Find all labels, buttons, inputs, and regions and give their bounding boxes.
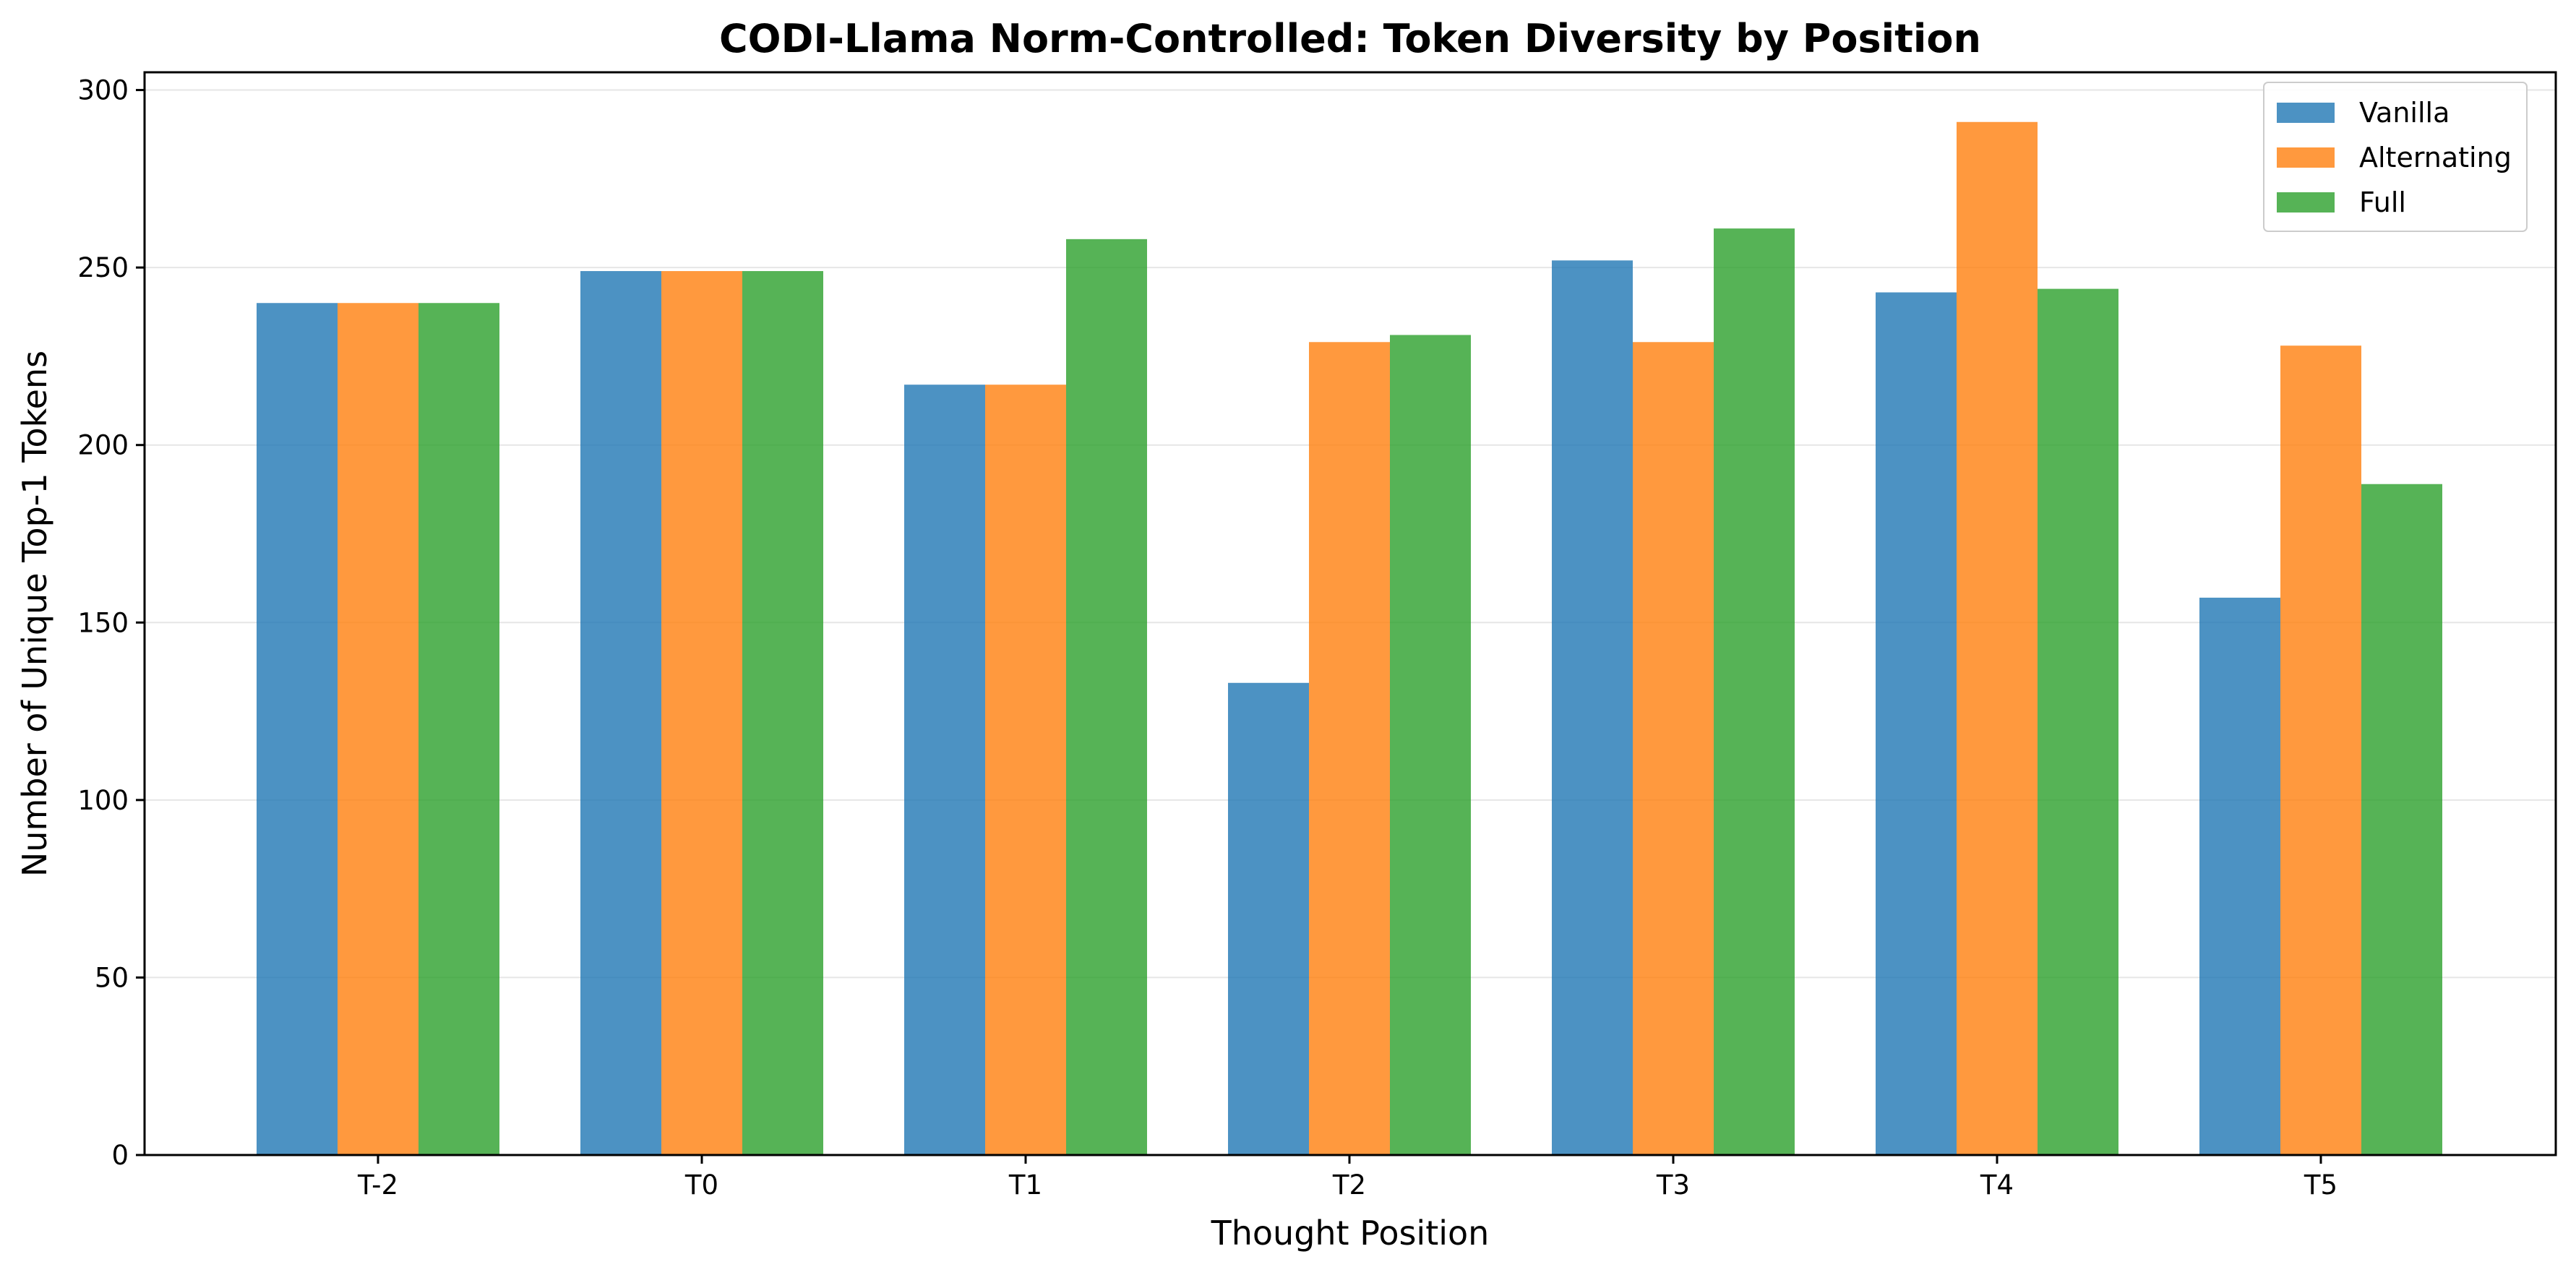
bar-alternating-t3: [1633, 342, 1714, 1156]
x-axis-label: Thought Position: [1211, 1214, 1490, 1253]
y-axis-label: Number of Unique Top-1 Tokens: [15, 351, 54, 877]
bar-alternating-t5: [2280, 345, 2361, 1155]
bar-full-t1: [1066, 239, 1147, 1155]
x-tick-label: T3: [1656, 1169, 1690, 1201]
legend-swatch-full: [2277, 192, 2335, 212]
x-tick-label: T2: [1332, 1169, 1366, 1201]
bar-full-t4: [2038, 288, 2118, 1156]
bar-full-t3: [1714, 228, 1795, 1155]
bar-full-t5: [2361, 484, 2442, 1155]
x-tick-label: T0: [684, 1169, 718, 1201]
bar-vanilla-t3: [1552, 260, 1633, 1155]
y-tick-label: 250: [77, 252, 129, 283]
bar-full-t-2: [418, 303, 499, 1156]
bar-alternating-t0: [661, 271, 742, 1156]
y-tick-label: 100: [77, 785, 129, 816]
y-axis-ticks: 0 50 100 150 200 250 300: [77, 75, 145, 1171]
x-tick-label: T5: [2304, 1169, 2337, 1201]
bar-vanilla-t1: [904, 385, 985, 1155]
x-axis-ticks: T-2 T0 T1 T2 T3 T4 T5: [357, 1155, 2337, 1201]
y-tick-label: 200: [77, 430, 129, 461]
x-tick-label: T1: [1008, 1169, 1042, 1201]
y-tick-label: 0: [111, 1140, 129, 1171]
legend: Vanilla Alternating Full: [2263, 82, 2528, 232]
bar-alternating-t-2: [338, 303, 418, 1156]
legend-label-full: Full: [2359, 186, 2406, 218]
legend-swatch-vanilla: [2277, 103, 2335, 123]
bars: [257, 121, 2442, 1156]
x-tick-label: T-2: [357, 1169, 398, 1201]
bar-alternating-t2: [1309, 342, 1390, 1156]
legend-swatch-alternating: [2277, 147, 2335, 168]
x-tick-label: T4: [1980, 1169, 2014, 1201]
y-tick-label: 150: [77, 607, 129, 638]
bar-vanilla-t-2: [257, 303, 338, 1156]
bar-vanilla-t0: [580, 271, 661, 1156]
bar-full-t0: [742, 271, 823, 1156]
legend-label-vanilla: Vanilla: [2359, 97, 2450, 129]
legend-label-alternating: Alternating: [2359, 142, 2512, 173]
y-tick-label: 300: [77, 75, 129, 106]
bar-alternating-t1: [985, 385, 1066, 1155]
bar-alternating-t4: [1957, 121, 2038, 1156]
bar-vanilla-t5: [2199, 597, 2280, 1155]
y-tick-label: 50: [95, 962, 129, 993]
bar-vanilla-t4: [1876, 292, 1957, 1155]
bar-vanilla-t2: [1228, 682, 1309, 1155]
chart-title: CODI-Llama Norm-Controlled: Token Divers…: [719, 16, 1981, 61]
bar-full-t2: [1390, 335, 1471, 1155]
